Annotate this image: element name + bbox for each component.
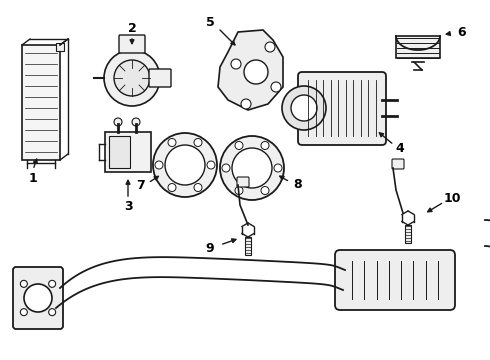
Circle shape — [207, 161, 215, 169]
Bar — [22, 45, 60, 160]
Circle shape — [261, 186, 269, 194]
Bar — [245, 237, 251, 255]
FancyBboxPatch shape — [392, 159, 404, 169]
FancyBboxPatch shape — [298, 72, 386, 145]
Circle shape — [194, 184, 202, 192]
Circle shape — [104, 50, 160, 106]
Text: 8: 8 — [294, 177, 302, 190]
Circle shape — [235, 186, 243, 194]
Text: 2: 2 — [127, 22, 136, 35]
Bar — [105, 132, 151, 172]
Circle shape — [114, 118, 122, 126]
Circle shape — [165, 145, 205, 185]
Circle shape — [168, 139, 176, 147]
Circle shape — [261, 141, 269, 149]
Circle shape — [282, 86, 326, 130]
Text: 5: 5 — [206, 15, 215, 28]
Circle shape — [265, 42, 275, 52]
Text: 10: 10 — [443, 192, 461, 204]
Bar — [56, 43, 64, 51]
Circle shape — [168, 184, 176, 192]
Circle shape — [24, 284, 52, 312]
Circle shape — [114, 60, 150, 96]
Circle shape — [274, 164, 282, 172]
Circle shape — [220, 136, 284, 200]
FancyBboxPatch shape — [237, 177, 249, 187]
Circle shape — [21, 280, 27, 287]
Text: 3: 3 — [123, 199, 132, 212]
Circle shape — [49, 280, 56, 287]
Bar — [405, 225, 411, 243]
Circle shape — [153, 133, 217, 197]
Circle shape — [291, 95, 317, 121]
FancyBboxPatch shape — [149, 69, 171, 87]
Circle shape — [132, 118, 140, 126]
Text: 6: 6 — [458, 26, 466, 39]
Circle shape — [235, 141, 243, 149]
Text: 4: 4 — [395, 141, 404, 154]
Circle shape — [232, 148, 272, 188]
Polygon shape — [218, 30, 283, 110]
Bar — [396, 36, 440, 58]
Text: 9: 9 — [206, 242, 214, 255]
Bar — [109, 136, 130, 168]
FancyBboxPatch shape — [335, 250, 455, 310]
Circle shape — [155, 161, 163, 169]
Circle shape — [222, 164, 230, 172]
Circle shape — [231, 59, 241, 69]
Circle shape — [49, 309, 56, 316]
FancyBboxPatch shape — [13, 267, 63, 329]
Circle shape — [194, 139, 202, 147]
Circle shape — [244, 60, 268, 84]
Text: 1: 1 — [28, 171, 37, 185]
Circle shape — [241, 99, 251, 109]
Text: 7: 7 — [136, 179, 145, 192]
Circle shape — [21, 309, 27, 316]
Circle shape — [271, 82, 281, 92]
FancyBboxPatch shape — [119, 35, 145, 53]
